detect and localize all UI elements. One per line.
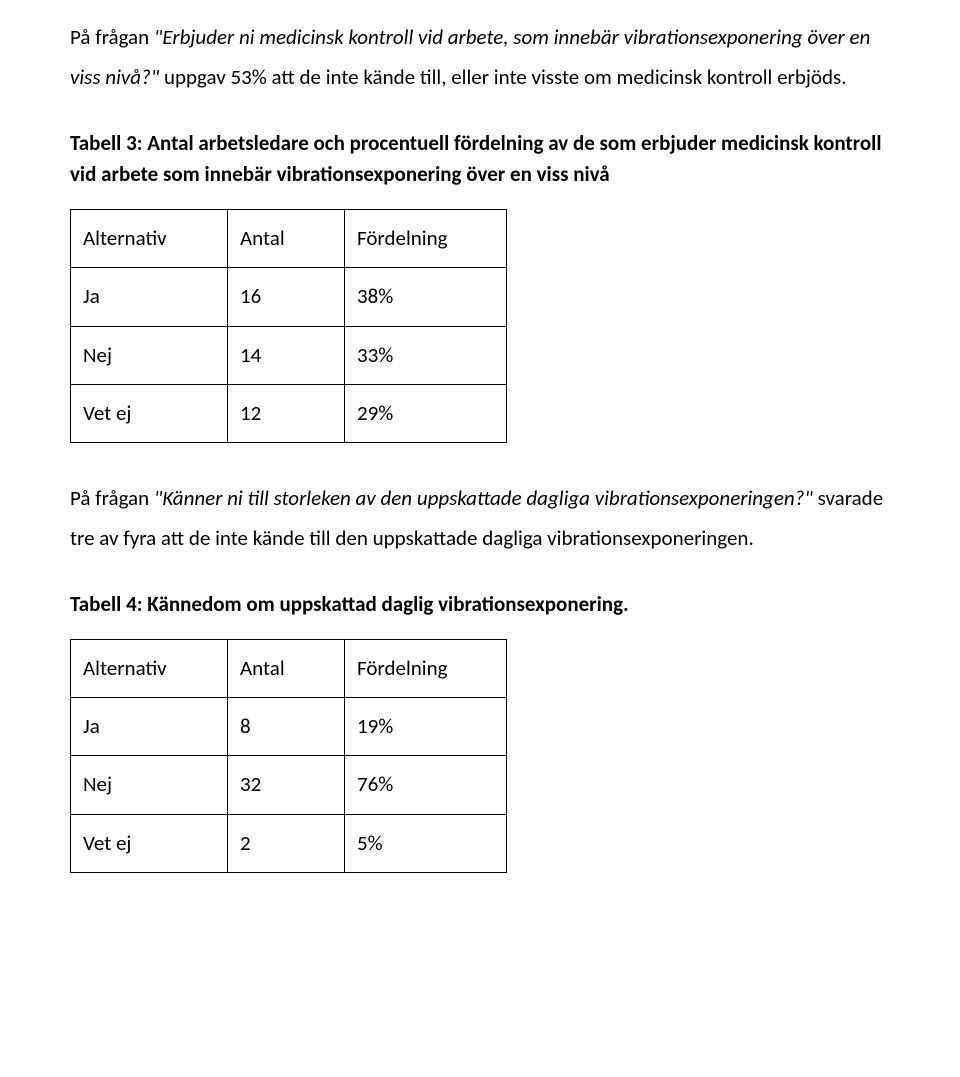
table-row: Vet ej 12 29% [71,384,507,442]
table-row: Ja 8 19% [71,698,507,756]
p2-lead: På frågan [70,485,154,511]
table-row: Nej 14 33% [71,326,507,384]
paragraph-2: På frågan "Känner ni till storleken av d… [70,479,890,559]
paragraph-1: På frågan "Erbjuder ni medicinsk kontrol… [70,18,890,98]
table4-cell: 2 [228,814,345,872]
table3-cell: 29% [345,384,507,442]
table3-header-fordelning: Fördelning [345,209,507,267]
table3-caption: Tabell 3: Antal arbetsledare och procent… [70,128,890,191]
table-row: Ja 16 38% [71,268,507,326]
p2-quote: "Känner ni till storleken av den uppskat… [154,485,813,511]
table3-header-antal: Antal [228,209,345,267]
table-row: Vet ej 2 5% [71,814,507,872]
table-3: Alternativ Antal Fördelning Ja 16 38% Ne… [70,209,507,444]
table3-cell: 12 [228,384,345,442]
table4-header-antal: Antal [228,639,345,697]
table-row: Nej 32 76% [71,756,507,814]
table3-cell: 14 [228,326,345,384]
table4-cell: Ja [71,698,228,756]
table4-cell: 76% [345,756,507,814]
table-row: Alternativ Antal Fördelning [71,209,507,267]
table4-header-alternativ: Alternativ [71,639,228,697]
table3-cell: 38% [345,268,507,326]
p1-tail: uppgav 53% att de inte kände till, eller… [159,64,846,90]
table-4: Alternativ Antal Fördelning Ja 8 19% Nej… [70,639,507,874]
table4-caption: Tabell 4: Kännedom om uppskattad daglig … [70,589,890,621]
table3-cell: 16 [228,268,345,326]
table3-cell: Nej [71,326,228,384]
table3-header-alternativ: Alternativ [71,209,228,267]
table4-cell: 32 [228,756,345,814]
document-page: På frågan "Erbjuder ni medicinsk kontrol… [0,0,960,1077]
table4-cell: 8 [228,698,345,756]
table-row: Alternativ Antal Fördelning [71,639,507,697]
table4-cell: Nej [71,756,228,814]
table4-cell: Vet ej [71,814,228,872]
p1-lead: På frågan [70,24,154,50]
table4-header-fordelning: Fördelning [345,639,507,697]
table3-cell: Vet ej [71,384,228,442]
table3-cell: Ja [71,268,228,326]
table3-cell: 33% [345,326,507,384]
table4-cell: 19% [345,698,507,756]
table4-cell: 5% [345,814,507,872]
